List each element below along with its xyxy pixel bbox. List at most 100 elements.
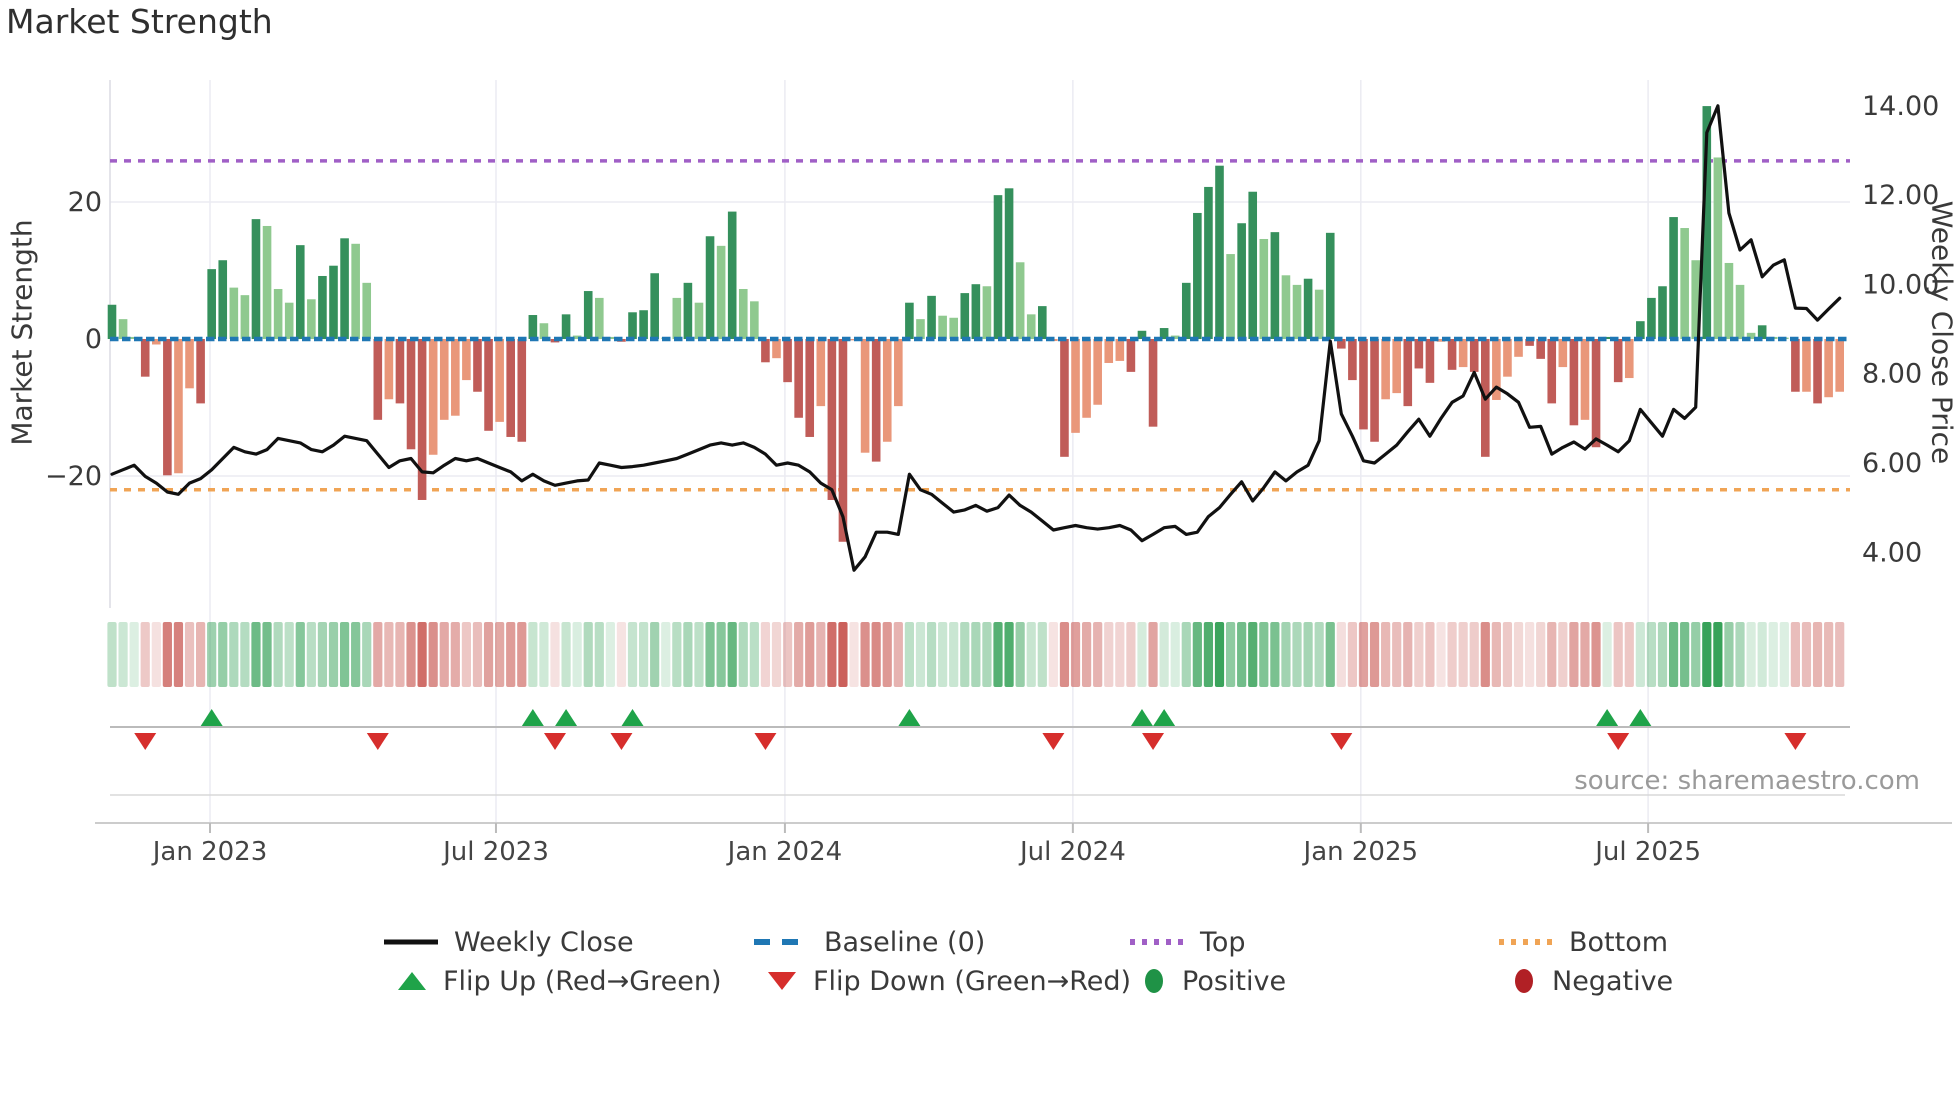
heatmap-cell	[1093, 622, 1103, 687]
strength-bar	[1148, 339, 1158, 427]
heatmap-cell	[1403, 622, 1413, 687]
heatmap-cell	[162, 622, 172, 687]
strength-bar	[628, 312, 637, 339]
chart-title: Market Strength	[6, 2, 273, 41]
strength-bar	[927, 295, 936, 339]
strength-bar	[539, 323, 549, 339]
heatmap-cell	[1801, 622, 1812, 687]
heatmap-cell	[1292, 622, 1302, 687]
heatmap-cell	[816, 622, 826, 687]
heatmap-cell	[1436, 622, 1446, 687]
heatmap-cell	[1148, 622, 1158, 687]
strength-bar	[805, 339, 815, 437]
heatmap-cell	[417, 622, 427, 687]
heatmap-cell	[594, 622, 604, 687]
heatmap-cell	[218, 622, 228, 687]
flip-up-marker	[200, 709, 223, 726]
heatmap-cell	[1591, 622, 1601, 687]
strength-bar	[1071, 339, 1080, 433]
heatmap-cell	[871, 622, 881, 687]
heatmap-cell	[860, 622, 870, 687]
heatmap-cell	[539, 622, 549, 687]
strength-bar	[1757, 325, 1767, 339]
heatmap-cell	[1824, 622, 1834, 687]
heatmap-cell	[1812, 622, 1823, 687]
flip-up-marker	[521, 709, 544, 726]
strength-bar	[639, 310, 648, 339]
heatmap-cell	[151, 622, 161, 687]
heatmap-cell	[805, 622, 815, 687]
strength-bar	[295, 245, 305, 339]
flip-up-marker	[1153, 709, 1176, 726]
heatmap-cell	[395, 622, 405, 687]
heatmap-cell	[760, 622, 771, 687]
heatmap-cell	[196, 622, 206, 687]
heatmap-cell	[273, 622, 283, 687]
heatmap-cell	[1369, 622, 1380, 687]
strength-bar	[140, 339, 150, 377]
heatmap-cell	[517, 622, 527, 687]
heatmap-cell	[1602, 622, 1612, 687]
heatmap-cell	[406, 622, 416, 687]
x-tick-label: Jul 2025	[1593, 837, 1701, 867]
heatmap-cell	[993, 622, 1003, 687]
weekly-close-line-icon	[382, 934, 440, 950]
heatmap-cell	[1536, 622, 1546, 687]
strength-bar	[495, 339, 504, 422]
strength-bar	[1325, 232, 1335, 339]
heatmap-cell	[938, 622, 948, 687]
heatmap-cell	[428, 622, 438, 687]
heatmap-cell	[1624, 622, 1634, 687]
strength-bar	[1237, 223, 1246, 339]
strength-bar	[1348, 339, 1357, 381]
heatmap-cell	[240, 622, 250, 687]
heatmap-cell	[639, 622, 649, 687]
strength-bar	[1824, 339, 1833, 398]
positive-dot-icon	[1140, 967, 1168, 995]
heatmap-cell	[1835, 622, 1845, 687]
strength-bar	[1082, 339, 1091, 418]
heatmap-cell	[1691, 622, 1701, 687]
legend-label: Flip Up (Red→Green)	[443, 965, 722, 997]
strength-bar	[517, 339, 527, 442]
heatmap-cell	[738, 622, 748, 687]
strength-bar	[1159, 328, 1169, 339]
strength-bar	[451, 339, 460, 416]
strength-bar	[1193, 212, 1202, 339]
strength-bar	[1026, 314, 1036, 339]
strength-bar	[1503, 339, 1512, 377]
heatmap-cell	[1414, 622, 1424, 687]
strength-bar	[185, 339, 194, 389]
heatmap-cell	[749, 622, 759, 687]
strength-bar	[1126, 339, 1136, 372]
strength-bar	[284, 302, 294, 339]
heatmap-cell	[1447, 622, 1457, 687]
heatmap-cell	[1048, 622, 1058, 687]
strength-bar	[1580, 339, 1590, 420]
strength-bar	[1658, 286, 1667, 339]
heatmap-cell	[251, 622, 261, 687]
heatmap-cell	[1657, 622, 1668, 687]
strength-bar	[528, 315, 538, 339]
heatmap-cell	[1558, 622, 1568, 687]
heatmap-cell	[295, 622, 305, 687]
heatmap-cell	[849, 622, 859, 687]
heatmap-cell	[616, 622, 627, 687]
heatmap-cell	[1680, 622, 1690, 687]
heatmap-cell	[439, 622, 449, 687]
strength-bar	[240, 295, 250, 339]
x-tick-label: Jan 2023	[151, 837, 268, 867]
heatmap-cell	[794, 622, 804, 687]
strength-bar	[1636, 321, 1645, 339]
heatmap-cell	[561, 622, 571, 687]
strength-bar	[1281, 275, 1291, 339]
heatmap-cell	[1259, 622, 1269, 687]
heatmap-cell	[1325, 622, 1335, 687]
heatmap-cell	[229, 622, 239, 687]
heatmap-cell	[129, 622, 139, 687]
strength-bar	[373, 339, 383, 420]
strength-bar	[1104, 339, 1114, 363]
legend-label: Bottom	[1569, 926, 1669, 958]
heatmap-cell	[1358, 622, 1369, 687]
heatmap-cell	[339, 622, 350, 687]
